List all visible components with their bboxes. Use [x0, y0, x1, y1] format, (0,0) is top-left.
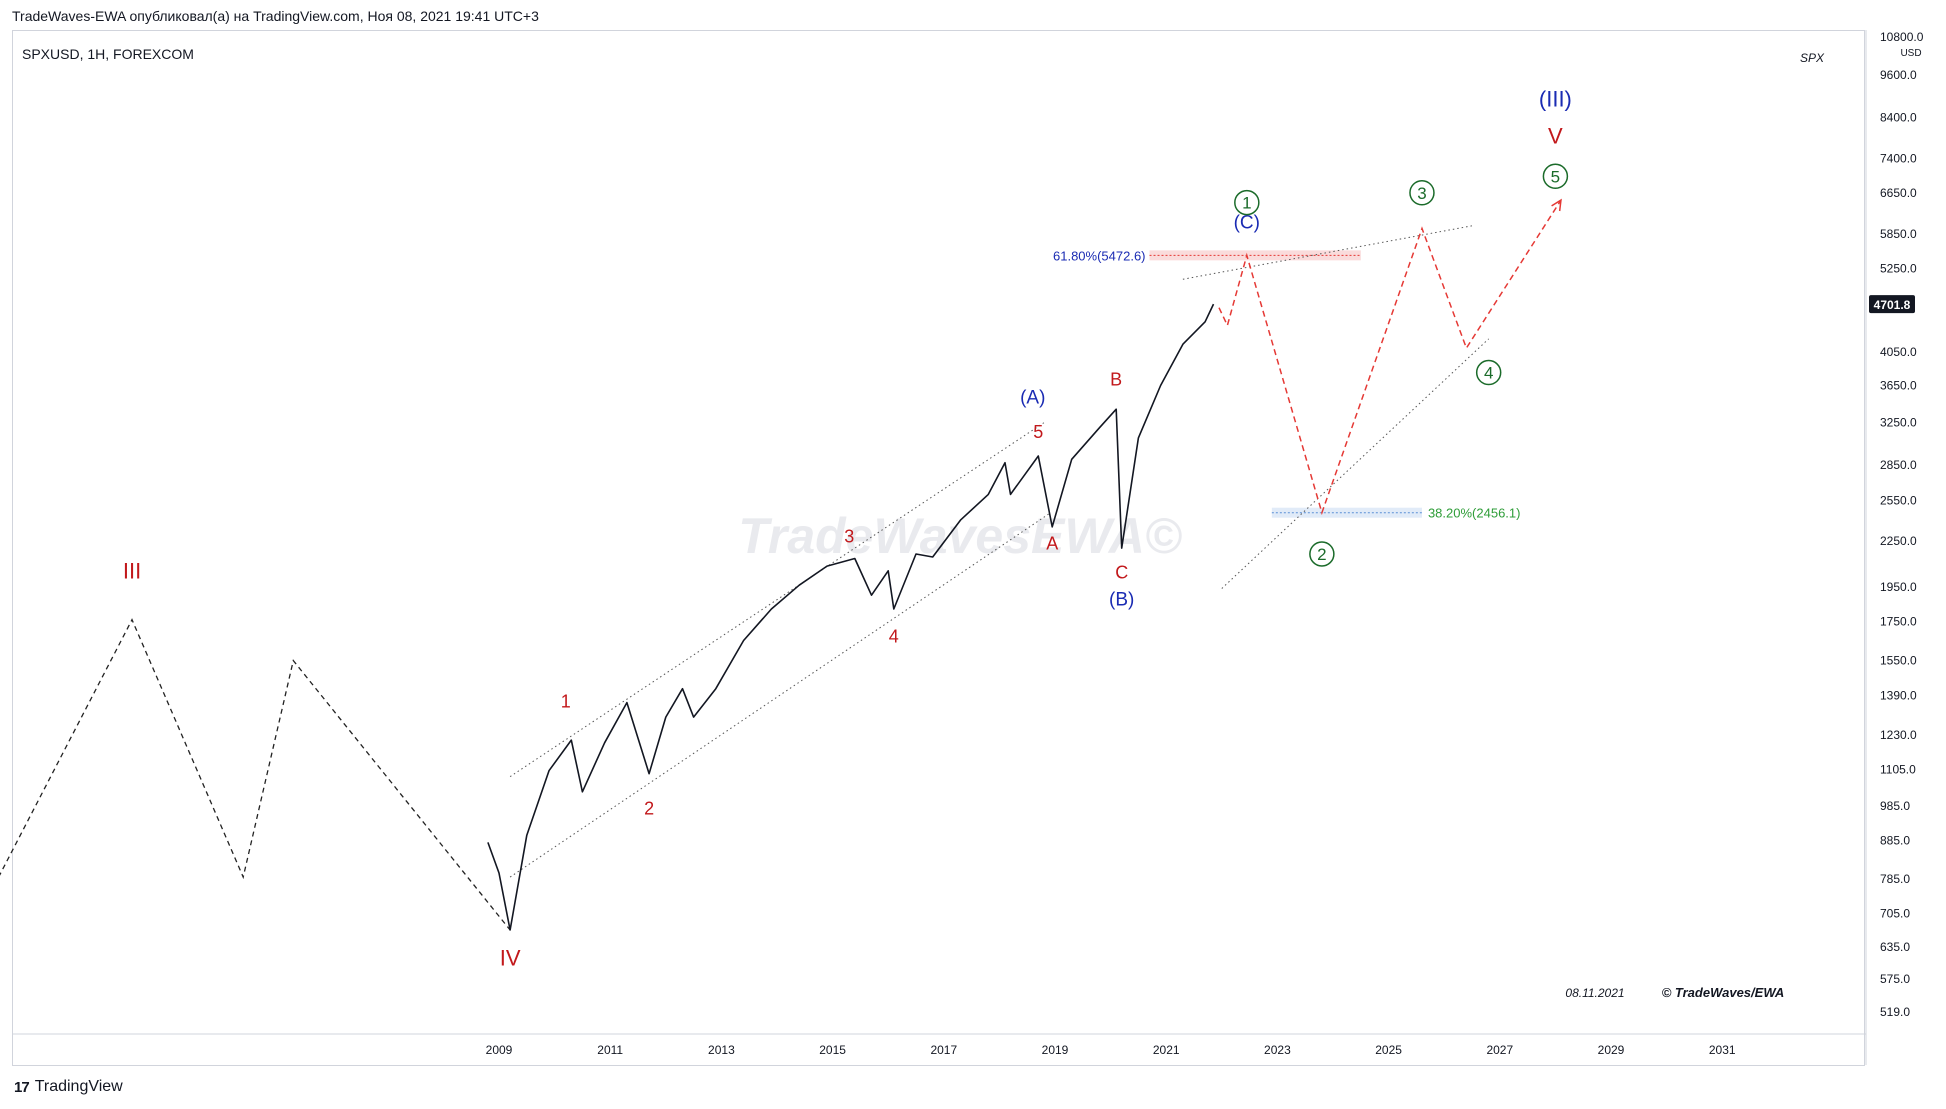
- y-tick-label-10: 2850.0: [1880, 458, 1917, 472]
- x-tick-label-2: 2013: [708, 1043, 735, 1057]
- y-tick-label-7: 4050.0: [1880, 345, 1917, 359]
- price-line[interactable]: [487, 303, 1215, 931]
- wave-label-6: 5: [1033, 422, 1043, 442]
- x-tick-label-1: 2011: [597, 1043, 623, 1057]
- watermark-text: TradeWavesEWA©: [738, 508, 1182, 564]
- circled-wave-label-1: 3: [1417, 184, 1426, 203]
- y-tick-label-12: 2250.0: [1880, 534, 1917, 548]
- forecast-arrow-icon: [1551, 198, 1562, 212]
- footer-brand-text: TradingView: [34, 1078, 123, 1095]
- wave-label-5: 4: [889, 626, 899, 646]
- y-tick-label-22: 705.0: [1880, 907, 1910, 921]
- circled-wave-label-2: 5: [1551, 167, 1560, 186]
- y-tick-label-8: 3650.0: [1880, 378, 1917, 392]
- x-tick-label-6: 2021: [1153, 1043, 1180, 1057]
- x-tick-label-4: 2017: [930, 1043, 957, 1057]
- currency-label: USD: [1900, 48, 1921, 59]
- forecast-path: [1218, 199, 1562, 516]
- symbol-label[interactable]: SPXUSD, 1H, FOREXCOM: [22, 46, 194, 62]
- circled-wave-label-3: 4: [1484, 364, 1493, 383]
- y-tick-label-24: 575.0: [1880, 972, 1910, 986]
- x-tick-label-7: 2023: [1264, 1043, 1291, 1057]
- y-tick-label-1: 9600.0: [1880, 68, 1917, 82]
- chart-frame: [12, 30, 1865, 1066]
- y-tick-label-25: 519.0: [1880, 1005, 1910, 1019]
- circled-wave-2: [1542, 163, 1569, 190]
- last-price-value: 4701.8: [1874, 298, 1911, 312]
- wave-label-10: C: [1115, 563, 1128, 583]
- y-tick-label-15: 1550.0: [1880, 654, 1917, 668]
- wave-label-14: (III): [1539, 86, 1572, 111]
- trendline-1: [509, 513, 1050, 878]
- circled-wave-3: [1475, 359, 1502, 386]
- signature-text: © TradeWaves/EWA: [1662, 985, 1785, 1000]
- y-tick-label-19: 985.0: [1880, 799, 1910, 813]
- y-tick-label-9: 3250.0: [1880, 416, 1917, 430]
- y-tick-label-3: 7400.0: [1880, 151, 1917, 165]
- y-tick-label-20: 885.0: [1880, 834, 1910, 848]
- x-tick-label-9: 2027: [1486, 1043, 1513, 1057]
- y-tick-label-4: 6650.0: [1880, 186, 1917, 200]
- x-tick-label-5: 2019: [1042, 1043, 1069, 1057]
- y-tick-label-5: 5850.0: [1880, 227, 1917, 241]
- wave-label-9: B: [1110, 369, 1122, 389]
- y-tick-label-0: 10800.0: [1880, 30, 1924, 44]
- signature-date: 08.11.2021: [1565, 986, 1624, 1000]
- wave-label-2: 1: [561, 691, 571, 711]
- circled-wave-label-4: 2: [1317, 545, 1326, 564]
- ticker-tag: SPX: [1800, 51, 1825, 65]
- y-tick-label-21: 785.0: [1880, 872, 1910, 886]
- wave-label-11: (B): [1109, 589, 1134, 610]
- y-tick-label-11: 2550.0: [1880, 494, 1917, 508]
- fib-label-1: 38.20%(2456.1): [1428, 506, 1521, 521]
- fib-label-0: 61.80%(5472.6): [1053, 248, 1146, 263]
- x-tick-label-3: 2015: [819, 1043, 846, 1057]
- y-tick-label-2: 8400.0: [1880, 111, 1917, 125]
- x-tick-label-10: 2029: [1598, 1043, 1625, 1057]
- circled-wave-4: [1309, 541, 1335, 567]
- tradingview-logo-icon: 17: [14, 1078, 30, 1096]
- wave-label-7: (A): [1020, 388, 1045, 409]
- y-tick-label-6: 5250.0: [1880, 262, 1917, 276]
- history-wave-path: [0, 618, 511, 931]
- y-tick-label-14: 1750.0: [1880, 615, 1917, 629]
- y-tick-label-16: 1390.0: [1880, 689, 1917, 703]
- fib-zone-1: [1271, 507, 1422, 518]
- wave-label-0: III: [123, 559, 141, 584]
- wave-label-8: A: [1046, 534, 1058, 554]
- wave-label-13: V: [1548, 124, 1563, 149]
- x-tick-label-0: 2009: [486, 1043, 513, 1057]
- trendline-3: [1221, 338, 1490, 589]
- publish-info: TradeWaves-EWA опубликовал(а) на Trading…: [12, 8, 539, 24]
- footer-brand[interactable]: 17 TradingView: [14, 1078, 123, 1096]
- x-tick-label-11: 2031: [1709, 1043, 1736, 1057]
- y-tick-label-17: 1230.0: [1880, 728, 1917, 742]
- x-tick-label-8: 2025: [1375, 1043, 1402, 1057]
- y-tick-label-18: 1105.0: [1880, 762, 1916, 776]
- trendline-0: [509, 422, 1045, 778]
- circled-wave-label-0: 1: [1242, 194, 1251, 213]
- y-tick-label-13: 1950.0: [1880, 580, 1917, 594]
- wave-label-3: 2: [644, 798, 654, 818]
- wave-label-1: IV: [500, 945, 521, 970]
- last-price-badge[interactable]: [1869, 295, 1915, 314]
- wave-label-12: (C): [1234, 212, 1260, 233]
- wave-label-4: 3: [844, 526, 854, 546]
- y-tick-label-23: 635.0: [1880, 940, 1910, 954]
- circled-wave-0: [1234, 189, 1260, 216]
- circled-wave-1: [1409, 180, 1435, 206]
